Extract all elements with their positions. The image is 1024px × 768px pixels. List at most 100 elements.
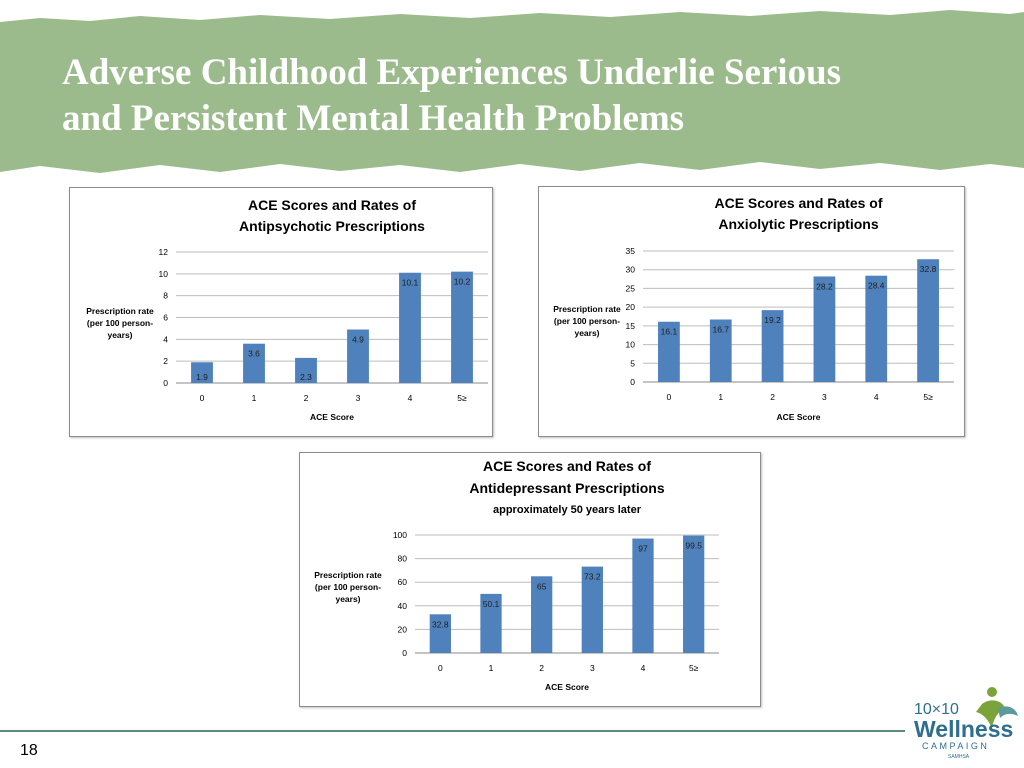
x-tick-label: 5≥ xyxy=(923,392,933,402)
x-tick-label: 2 xyxy=(770,392,775,402)
chart-antipsychotic: ACE Scores and Rates of Antipsychotic Pre… xyxy=(69,187,493,437)
slide-title-line1: Adverse Childhood Experiences Underlie S… xyxy=(62,52,842,93)
logo-text-wellness: Wellness xyxy=(914,716,1013,742)
x-tick-label: 3 xyxy=(590,663,595,673)
bar xyxy=(658,321,680,382)
x-tick-label: 4 xyxy=(641,663,646,673)
chart-title: ACE Scores and Rates of xyxy=(483,458,651,474)
bar xyxy=(865,275,888,382)
bar xyxy=(480,593,502,653)
data-label: 3.6 xyxy=(248,349,260,359)
y-axis-label: years) xyxy=(574,328,599,338)
bar xyxy=(917,259,939,382)
bar xyxy=(632,538,654,653)
logo-text-main: 10×10 xyxy=(914,701,959,718)
y-tick-label: 4 xyxy=(163,334,168,344)
figure-icon xyxy=(976,687,1018,728)
chart-title: ACE Scores and Rates of xyxy=(714,195,882,211)
logo-text-small: SAMHSA xyxy=(948,754,970,760)
logo-text-campaign: CAMPAIGN xyxy=(922,741,989,751)
bar xyxy=(709,319,732,382)
x-tick-label: 0 xyxy=(438,663,443,673)
x-tick-label: 0 xyxy=(200,393,205,403)
x-tick-label: 5≥ xyxy=(457,393,467,403)
bar xyxy=(347,329,369,383)
y-axis-label: Prescription rate xyxy=(553,304,621,314)
x-axis-label: ACE Score xyxy=(545,682,589,692)
title-banner: Adverse Childhood Experiences Underlie S… xyxy=(0,0,1024,178)
y-tick-label: 10 xyxy=(626,340,636,350)
x-tick-label: 4 xyxy=(874,392,879,402)
data-label: 10.1 xyxy=(402,278,419,288)
bar xyxy=(683,535,705,653)
y-axis-label: years) xyxy=(335,594,360,604)
y-tick-label: 0 xyxy=(402,648,407,658)
chart-svg: ACE Scores and Rates of Anxiolytic Prescr… xyxy=(553,195,954,422)
y-tick-label: 30 xyxy=(626,265,636,275)
x-axis-label: ACE Score xyxy=(310,412,354,422)
y-tick-label: 8 xyxy=(163,291,168,301)
y-tick-label: 20 xyxy=(626,302,636,312)
y-axis-label: Prescription rate xyxy=(86,306,154,316)
data-label: 28.2 xyxy=(816,281,833,291)
data-label: 2.3 xyxy=(300,372,312,382)
data-label: 16.1 xyxy=(661,327,678,337)
slide-title-line2: and Persistent Mental Health Problems xyxy=(62,98,685,139)
data-label: 50.1 xyxy=(483,599,500,609)
bar xyxy=(531,576,553,653)
y-tick-label: 0 xyxy=(630,377,635,387)
data-label: 16.7 xyxy=(712,324,729,334)
y-tick-label: 80 xyxy=(398,554,408,564)
chart-title-line2: Antipsychotic Prescriptions xyxy=(239,218,425,234)
y-tick-label: 60 xyxy=(398,577,408,587)
x-tick-label: 1 xyxy=(252,393,257,403)
data-label: 19.2 xyxy=(764,315,781,325)
chart-title: ACE Scores and Rates of xyxy=(248,197,416,213)
chart-antidepressant: ACE Scores and Rates of Antidepressant Pr… xyxy=(299,452,761,707)
bar xyxy=(295,357,317,383)
data-label: 97 xyxy=(638,544,648,554)
chart-svg: ACE Scores and Rates of Antipsychotic Pre… xyxy=(86,197,488,422)
y-tick-label: 2 xyxy=(163,356,168,366)
bar xyxy=(451,271,473,383)
y-axis-label: (per 100 person- xyxy=(554,316,620,326)
x-tick-label: 0 xyxy=(667,392,672,402)
x-tick-label: 3 xyxy=(356,393,361,403)
wellness-campaign-logo: 10×10 Wellness CAMPAIGN SAMHSA xyxy=(912,682,1022,762)
y-axis-label: Prescription rate xyxy=(314,570,382,580)
y-tick-label: 25 xyxy=(626,283,636,293)
y-axis-label: years) xyxy=(107,330,132,340)
x-axis-label: ACE Score xyxy=(777,412,821,422)
chart-title-line2: Antidepressant Prescriptions xyxy=(469,480,664,496)
chart-svg: ACE Scores and Rates of Antidepressant Pr… xyxy=(314,458,719,692)
y-tick-label: 40 xyxy=(398,601,408,611)
y-tick-label: 20 xyxy=(398,624,408,634)
bar xyxy=(581,566,603,653)
bar xyxy=(243,343,265,383)
data-label: 32.8 xyxy=(432,619,449,629)
data-label: 4.9 xyxy=(352,335,364,345)
y-axis-label: (per 100 person- xyxy=(315,582,381,592)
bar xyxy=(191,362,213,383)
data-label: 28.4 xyxy=(868,281,885,291)
y-axis-label: (per 100 person- xyxy=(87,318,153,328)
x-tick-label: 5≥ xyxy=(689,663,699,673)
y-tick-label: 6 xyxy=(163,313,168,323)
data-label: 1.9 xyxy=(196,372,208,382)
chart-title-line2: Anxiolytic Prescriptions xyxy=(718,216,878,232)
x-tick-label: 2 xyxy=(539,663,544,673)
bar xyxy=(429,614,451,653)
slide-title: Adverse Childhood Experiences Underlie S… xyxy=(62,50,1002,142)
x-tick-label: 3 xyxy=(822,392,827,402)
bar xyxy=(761,310,784,382)
y-tick-label: 15 xyxy=(626,321,636,331)
banner-shape xyxy=(0,10,1024,173)
y-tick-label: 35 xyxy=(626,246,636,256)
chart-subtitle: approximately 50 years later xyxy=(493,504,642,516)
banner-background xyxy=(0,10,1024,173)
x-tick-label: 4 xyxy=(408,393,413,403)
data-label: 10.2 xyxy=(454,277,471,287)
bar xyxy=(399,272,421,383)
data-label: 99.5 xyxy=(685,541,702,551)
data-label: 65 xyxy=(537,581,547,591)
